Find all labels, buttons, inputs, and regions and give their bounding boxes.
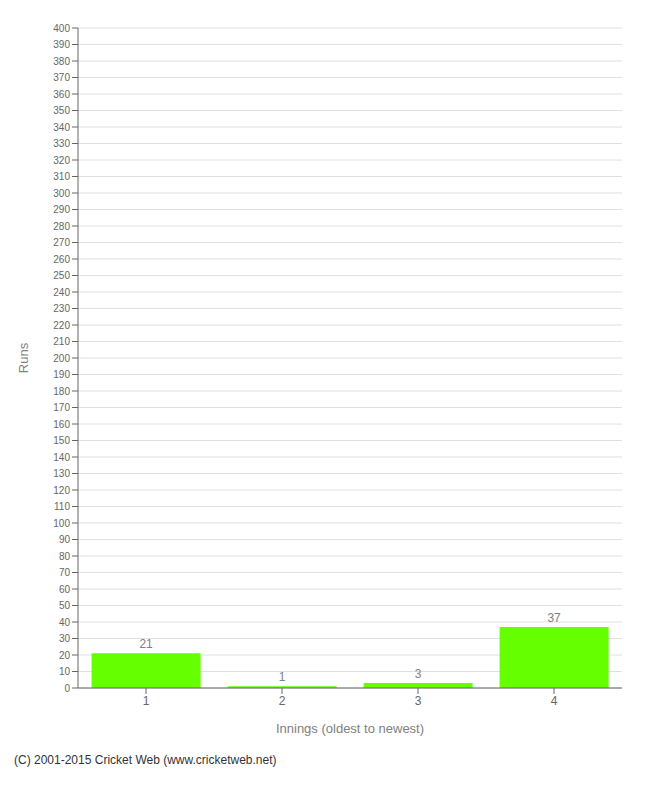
svg-text:370: 370 <box>53 72 70 83</box>
svg-text:37: 37 <box>547 611 561 625</box>
svg-text:380: 380 <box>53 56 70 67</box>
svg-text:20: 20 <box>59 650 71 661</box>
svg-text:70: 70 <box>59 567 71 578</box>
svg-text:21: 21 <box>139 637 153 651</box>
svg-text:10: 10 <box>59 666 71 677</box>
svg-text:0: 0 <box>64 683 70 694</box>
svg-text:100: 100 <box>53 518 70 529</box>
svg-text:280: 280 <box>53 221 70 232</box>
svg-text:180: 180 <box>53 386 70 397</box>
svg-text:3: 3 <box>415 694 422 708</box>
svg-text:80: 80 <box>59 551 71 562</box>
svg-text:4: 4 <box>551 694 558 708</box>
svg-text:110: 110 <box>54 501 70 512</box>
svg-text:200: 200 <box>53 353 70 364</box>
svg-text:300: 300 <box>53 188 70 199</box>
svg-text:1: 1 <box>143 694 150 708</box>
svg-text:40: 40 <box>59 617 71 628</box>
svg-text:340: 340 <box>53 122 70 133</box>
svg-text:260: 260 <box>53 254 70 265</box>
svg-text:310: 310 <box>53 171 70 182</box>
svg-text:230: 230 <box>53 303 70 314</box>
svg-text:290: 290 <box>53 204 70 215</box>
svg-text:360: 360 <box>53 89 70 100</box>
svg-text:Runs: Runs <box>16 342 31 373</box>
svg-text:160: 160 <box>53 419 70 430</box>
svg-text:3: 3 <box>415 667 422 681</box>
svg-text:50: 50 <box>59 600 71 611</box>
svg-text:350: 350 <box>53 105 70 116</box>
svg-text:170: 170 <box>53 402 70 413</box>
svg-text:390: 390 <box>53 39 70 50</box>
svg-text:250: 250 <box>53 270 70 281</box>
svg-text:270: 270 <box>53 237 70 248</box>
svg-text:Innings (oldest to newest): Innings (oldest to newest) <box>276 721 424 736</box>
svg-text:400: 400 <box>53 23 70 34</box>
svg-text:30: 30 <box>59 633 71 644</box>
svg-text:320: 320 <box>53 155 70 166</box>
svg-text:2: 2 <box>279 694 286 708</box>
svg-text:60: 60 <box>59 584 71 595</box>
svg-text:150: 150 <box>53 435 70 446</box>
svg-text:90: 90 <box>59 534 71 545</box>
svg-text:140: 140 <box>53 452 70 463</box>
svg-text:190: 190 <box>53 369 70 380</box>
svg-text:240: 240 <box>53 287 70 298</box>
svg-text:220: 220 <box>53 320 70 331</box>
html-text:(C) 2001-2015 Cricket Web (www: (C) 2001-2015 Cricket Web (www.cricketwe… <box>14 753 277 767</box>
svg-text:330: 330 <box>53 138 70 149</box>
svg-text:130: 130 <box>53 468 70 479</box>
svg-text:1: 1 <box>279 670 286 684</box>
svg-text:210: 210 <box>53 336 70 347</box>
svg-text:120: 120 <box>53 485 70 496</box>
